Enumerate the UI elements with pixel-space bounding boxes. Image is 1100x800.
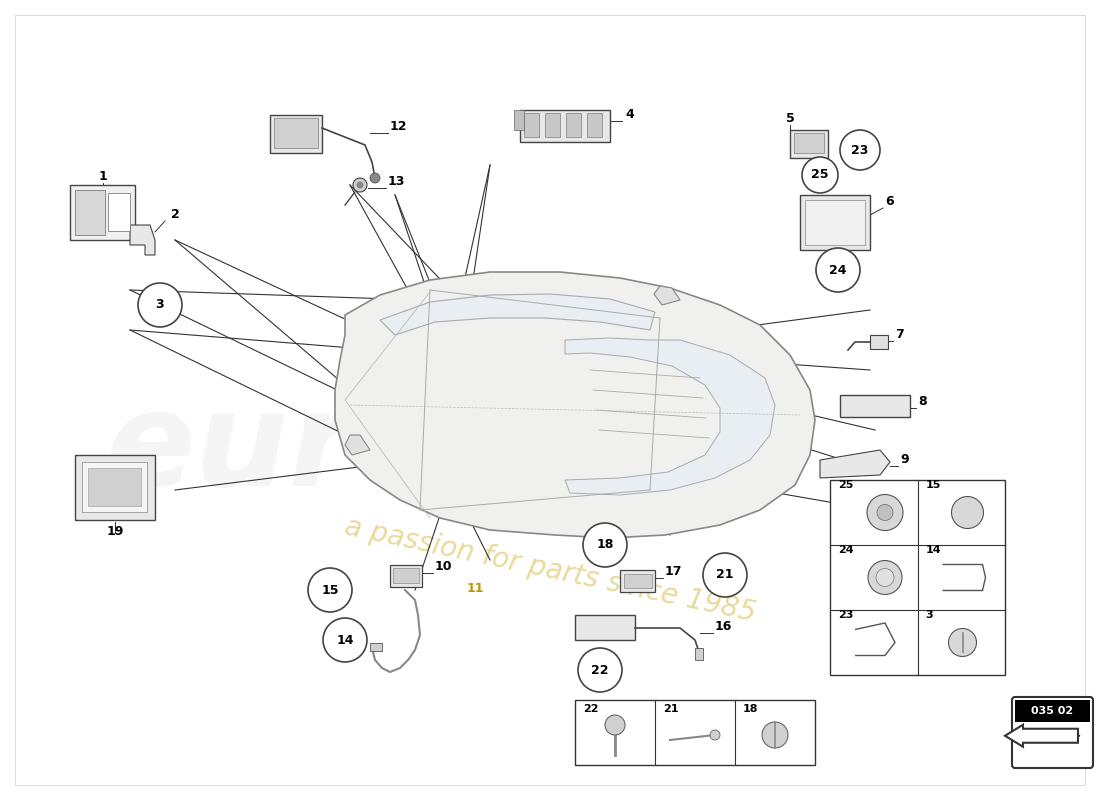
Circle shape	[877, 505, 893, 521]
Bar	[514, 110, 524, 130]
Text: 19: 19	[107, 525, 123, 538]
Bar	[524, 113, 539, 137]
Text: 10: 10	[434, 560, 452, 573]
Text: 11: 11	[466, 582, 484, 595]
Bar	[70, 185, 135, 240]
Polygon shape	[654, 286, 680, 305]
Bar	[393, 568, 419, 583]
Text: 21: 21	[663, 704, 679, 714]
Circle shape	[323, 618, 367, 662]
Text: 24: 24	[838, 545, 854, 555]
Text: 16: 16	[715, 620, 733, 633]
Circle shape	[138, 283, 182, 327]
Text: 24: 24	[829, 263, 847, 277]
Bar	[575, 700, 815, 765]
Text: 21: 21	[716, 569, 734, 582]
Text: 14: 14	[337, 634, 354, 646]
FancyBboxPatch shape	[1012, 697, 1093, 768]
Bar	[794, 133, 824, 153]
Circle shape	[948, 629, 977, 657]
Bar	[88, 468, 141, 506]
Bar	[840, 395, 910, 417]
Bar	[270, 115, 322, 153]
Circle shape	[353, 178, 367, 192]
Circle shape	[308, 568, 352, 612]
Bar	[1015, 700, 1090, 722]
Circle shape	[802, 157, 838, 193]
Text: 3: 3	[925, 610, 933, 620]
Text: 22: 22	[592, 663, 608, 677]
Bar	[274, 118, 318, 148]
Circle shape	[605, 715, 625, 735]
Bar	[390, 565, 422, 587]
Circle shape	[762, 722, 788, 748]
Bar	[544, 113, 560, 137]
Text: 18: 18	[742, 704, 759, 714]
Text: 13: 13	[388, 175, 406, 188]
Bar	[520, 110, 610, 142]
Text: 3: 3	[156, 298, 164, 311]
Bar	[790, 130, 828, 158]
Text: 5: 5	[785, 112, 794, 125]
Text: 23: 23	[838, 610, 854, 620]
Text: 8: 8	[918, 395, 926, 408]
Text: 9: 9	[900, 453, 909, 466]
Circle shape	[583, 523, 627, 567]
Text: 15: 15	[321, 583, 339, 597]
Text: 15: 15	[925, 480, 940, 490]
Bar	[370, 643, 382, 651]
Text: 18: 18	[596, 538, 614, 551]
Bar	[587, 113, 602, 137]
Circle shape	[868, 561, 902, 594]
Polygon shape	[130, 225, 155, 255]
Text: 2: 2	[170, 208, 179, 221]
Circle shape	[703, 553, 747, 597]
Circle shape	[578, 648, 621, 692]
Circle shape	[370, 173, 379, 183]
Polygon shape	[345, 435, 370, 455]
Polygon shape	[379, 294, 654, 335]
Polygon shape	[565, 338, 775, 495]
Text: 22: 22	[583, 704, 598, 714]
Bar	[566, 113, 581, 137]
Polygon shape	[820, 450, 890, 478]
Circle shape	[816, 248, 860, 292]
Text: 25: 25	[812, 169, 828, 182]
Circle shape	[840, 130, 880, 170]
Bar	[75, 455, 155, 520]
FancyArrow shape	[1005, 725, 1078, 746]
Circle shape	[867, 494, 903, 530]
Text: eurocars: eurocars	[104, 386, 756, 514]
Text: 14: 14	[925, 545, 942, 555]
Text: 17: 17	[666, 565, 682, 578]
Bar	[805, 200, 865, 245]
Bar	[620, 570, 654, 592]
Circle shape	[876, 569, 894, 586]
Text: 1: 1	[99, 170, 108, 183]
Bar	[870, 335, 888, 349]
Bar	[830, 480, 1005, 675]
Circle shape	[952, 497, 983, 529]
Text: 25: 25	[838, 480, 854, 490]
Bar	[108, 193, 130, 231]
Text: a passion for parts since 1985: a passion for parts since 1985	[342, 513, 758, 627]
Bar	[695, 648, 703, 660]
Polygon shape	[336, 272, 815, 538]
Text: 7: 7	[895, 328, 904, 341]
Text: 035 02: 035 02	[1032, 706, 1074, 716]
Text: 12: 12	[390, 120, 407, 133]
Text: 23: 23	[851, 143, 869, 157]
Circle shape	[710, 730, 720, 740]
Text: 6: 6	[886, 195, 893, 208]
Bar	[575, 615, 635, 640]
Circle shape	[358, 182, 363, 188]
Bar	[800, 195, 870, 250]
Bar	[624, 574, 652, 588]
Bar	[75, 190, 104, 235]
Bar	[82, 462, 147, 512]
Text: 4: 4	[625, 108, 634, 121]
